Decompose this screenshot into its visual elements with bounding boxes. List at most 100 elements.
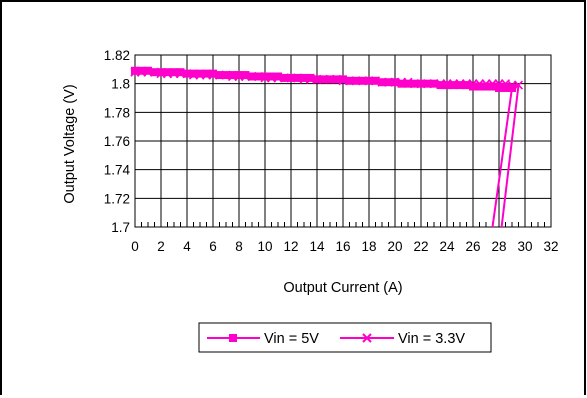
- series-point-x: [195, 70, 205, 80]
- series-point-x: [468, 79, 478, 89]
- x-tick-label: 2: [157, 239, 165, 254]
- series-point-square: [202, 69, 211, 78]
- series-point-x: [461, 79, 472, 89]
- series-point-x: [156, 69, 166, 79]
- series-point-x: [305, 74, 316, 84]
- series-point-square: [508, 83, 516, 92]
- series-point-x: [286, 73, 296, 83]
- y-axis-title: Output Voltage (V): [62, 84, 78, 203]
- legend: Vin = 5V Vin = 3.3V: [198, 322, 492, 353]
- series-point-x: [169, 69, 179, 79]
- series-point-x: [364, 76, 374, 86]
- x-tick-label: 0: [131, 239, 139, 254]
- series-point-x: [299, 74, 309, 84]
- series-point-x: [442, 79, 452, 89]
- series-point-square: [436, 81, 445, 90]
- x-tick-label: 18: [361, 239, 376, 254]
- y-tick-label: 1.82: [104, 48, 130, 63]
- series-point-square: [306, 73, 315, 82]
- series-point-square: [267, 72, 276, 81]
- series-point-x: [383, 77, 394, 87]
- y-tick-label: 1.74: [104, 163, 131, 178]
- series-point-square: [397, 79, 406, 88]
- series-point-x: [279, 73, 290, 83]
- x-tick-label: 30: [517, 239, 532, 254]
- y-tick-label: 1.78: [104, 105, 130, 120]
- x-tick-label: 20: [387, 239, 402, 254]
- series-point-x: [429, 79, 439, 89]
- x-tick-label: 6: [209, 239, 217, 254]
- series-point-square: [209, 69, 217, 78]
- series-point-square: [176, 68, 185, 77]
- series-point-x: [214, 70, 225, 80]
- series-point-square: [501, 83, 510, 92]
- series-line-0: [135, 69, 514, 228]
- series-point-x: [409, 79, 420, 89]
- series-point-square: [339, 75, 347, 84]
- series-point-square: [462, 81, 471, 90]
- x-tick-label: 12: [283, 239, 298, 254]
- series-point-x: [143, 67, 153, 77]
- y-tick-label: 1.76: [104, 134, 130, 149]
- series-point-square: [235, 71, 243, 80]
- series-point-x: [507, 80, 517, 90]
- series-point-x: [175, 69, 186, 79]
- plot-area: [130, 66, 524, 228]
- series-point-x: [435, 79, 446, 89]
- series-point-square: [170, 68, 178, 77]
- series-point-x: [136, 67, 147, 77]
- series-point-square: [274, 72, 282, 81]
- y-tick-label: 1.72: [104, 191, 130, 206]
- legend-marker-x: [362, 333, 372, 343]
- series-point-x: [260, 73, 270, 83]
- x-tick-label: 28: [491, 239, 506, 254]
- x-tick-label: 14: [309, 239, 325, 254]
- series-point-square: [228, 71, 237, 80]
- series-point-x: [390, 77, 400, 87]
- series-point-x: [162, 69, 173, 79]
- series-point-x: [474, 79, 485, 89]
- series-point-x: [273, 73, 283, 83]
- series-point-x: [481, 79, 491, 89]
- series-point-square: [404, 79, 412, 88]
- series-point-x: [448, 79, 459, 89]
- series-point-x: [201, 70, 212, 80]
- series-point-x: [344, 76, 355, 86]
- series-point-x: [318, 74, 329, 84]
- series-point-square: [469, 82, 477, 91]
- series-point-x: [234, 71, 244, 82]
- legend-label-vin33: Vin = 3.3V: [398, 331, 465, 347]
- series-point-square: [131, 66, 139, 75]
- series-point-square: [443, 81, 451, 90]
- series-point-square: [456, 81, 464, 90]
- x-tick-labels: 0 2 4 6 8 10 12 14 16 18 20 22 24 26 28 30 32: [131, 239, 558, 254]
- series-point-square: [196, 69, 204, 78]
- x-axis-title: Output Current (A): [283, 280, 402, 296]
- series-point-square: [449, 81, 458, 90]
- series-point-x: [357, 76, 368, 86]
- series-point-square: [475, 82, 484, 91]
- series-point-x: [188, 70, 199, 80]
- series-point-square: [300, 73, 308, 82]
- series-point-square: [261, 72, 269, 81]
- series-point-square: [189, 69, 198, 78]
- y-tick-label: 1.7: [111, 220, 130, 235]
- y-tick-labels: 1.82 1.8 1.78 1.76 1.74 1.72 1.7: [104, 48, 131, 235]
- series-point-x: [351, 76, 361, 86]
- x-tick-label: 24: [439, 239, 455, 254]
- x-tick-label: 22: [413, 239, 428, 254]
- series-point-x: [513, 80, 524, 90]
- series-point-x: [338, 76, 348, 86]
- series-point-x: [240, 71, 251, 82]
- series-point-square: [482, 82, 490, 91]
- series-point-x: [208, 70, 218, 80]
- series-point-square: [144, 66, 152, 75]
- series-point-x: [487, 79, 498, 89]
- series-point-x: [312, 74, 322, 84]
- x-tick-label: 26: [465, 239, 480, 254]
- x-tick-label: 4: [183, 239, 191, 254]
- series-point-x: [325, 74, 335, 84]
- series-point-x: [494, 79, 504, 89]
- x-tick-label: 10: [257, 239, 272, 254]
